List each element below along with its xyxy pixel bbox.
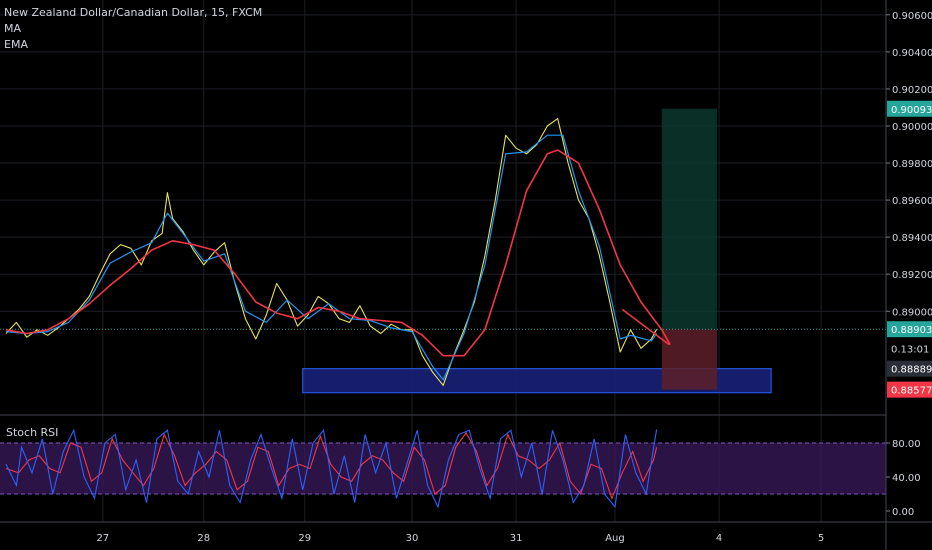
price-tick-label: 0.90600 [892,11,932,22]
stoch-tick-label: 0.00 [892,507,914,518]
price-tick-label: 0.90200 [892,85,932,96]
price-badge [887,340,932,357]
ma-legend[interactable]: MA [4,22,22,35]
time-axis[interactable]: 27 28 29 30 31 Aug 4 5 [96,533,824,544]
position-profit-zone[interactable] [661,108,718,330]
stoch-tick-label: 40.00 [892,473,921,484]
drawing-objects [0,108,886,394]
time-tick-label: Aug [605,533,625,544]
price-badge-label: 0.13:01 [891,344,929,355]
price-tick-label: 0.89000 [892,307,932,318]
stoch-rsi-pane[interactable] [0,428,886,509]
price-axis-labels: 0.90093 0.88903 0.13:01 0.88889 0.88577 [887,100,932,398]
price-badge-label: 0.88889 [891,365,932,376]
time-tick-label: 4 [716,533,722,544]
price-tick-label: 0.89600 [892,196,932,207]
time-tick-label: 31 [510,533,523,544]
time-tick-label: 28 [197,533,210,544]
time-tick-label: 27 [96,533,109,544]
stoch-rsi-label: Stoch RSI [6,426,58,439]
stoch-axis[interactable]: 80.00 40.00 0.00 [886,439,921,518]
price-badge-label: 0.90093 [891,105,932,116]
series-line-ema[interactable] [5,149,671,357]
stoch-d-line[interactable] [5,431,658,500]
price-badge [887,381,932,398]
price-tick-label: 0.90400 [892,48,932,59]
stoch-tick-label: 80.00 [892,439,921,450]
price-axis[interactable]: 0.90600 0.90400 0.90200 0.90000 0.89800 0.896… [886,11,932,318]
price-badge [887,360,932,377]
series-line-ma[interactable] [5,134,658,381]
price-tick-label: 0.89800 [892,159,932,170]
price-tick-label: 0.90000 [892,122,932,133]
price-badge-label: 0.88577 [891,386,932,397]
price-badge [887,100,932,117]
price-series[interactable] [5,118,671,386]
time-tick-label: 30 [406,533,419,544]
price-badge [887,321,932,338]
symbol-legend[interactable]: New Zealand Dollar/Canadian Dollar, 15, … [4,6,263,19]
position-loss-zone[interactable] [661,329,718,390]
stoch-k-line[interactable] [5,428,658,509]
price-tick-label: 0.89200 [892,270,932,281]
trendline[interactable] [621,308,670,346]
price-badge-label: 0.88903 [891,325,932,336]
time-tick-label: 29 [298,533,311,544]
price-tick-label: 0.89400 [892,233,932,244]
time-tick-label: 5 [818,533,824,544]
ema-legend[interactable]: EMA [4,38,28,51]
